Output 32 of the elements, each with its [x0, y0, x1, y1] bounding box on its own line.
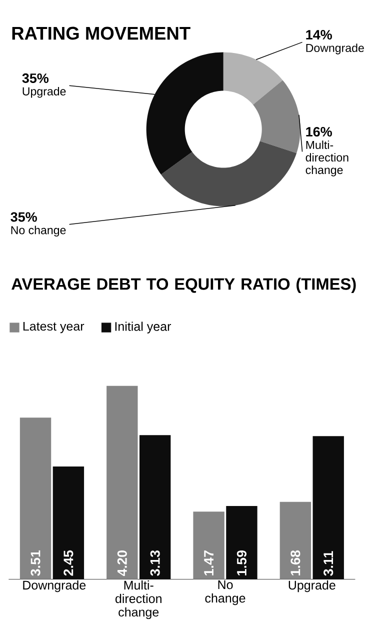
data-label: 4.20 — [117, 550, 127, 576]
data-label: 1.68 — [290, 550, 300, 576]
data-label: 1.47 — [204, 550, 214, 576]
slice-label: Multi-direction change — [306, 140, 348, 176]
slice-label: Upgrade — [22, 86, 66, 98]
bar — [226, 506, 258, 580]
data-label: 3.11 — [323, 551, 334, 576]
bar — [139, 435, 171, 580]
bar — [280, 502, 311, 580]
data-label: 3.13 — [150, 550, 160, 576]
x-tick-label: No change — [205, 580, 246, 606]
legend-label: Latest year — [23, 322, 84, 334]
bar — [312, 436, 344, 580]
bar — [52, 466, 84, 580]
slice-label: Downgrade — [306, 44, 364, 54]
data-label: 1.59 — [236, 550, 246, 576]
data-label: 16% — [306, 126, 332, 137]
chart-title: RATING MOVEMENT — [12, 26, 190, 40]
chart-title: AVERAGE DEBT TO EQUITY RATIO (TIMES) — [11, 278, 356, 294]
x-tick-label: Multi-direction change — [115, 580, 162, 620]
bar — [20, 418, 52, 580]
slice-label: No change — [11, 226, 66, 237]
x-tick-label: Downgrade — [23, 580, 86, 592]
legend-label: Initial year — [115, 322, 171, 334]
data-label: 14% — [306, 30, 332, 40]
data-label: 2.45 — [64, 550, 74, 576]
data-label: 35% — [10, 212, 37, 222]
bar — [106, 386, 138, 580]
bar — [193, 512, 224, 580]
data-label: 3.51 — [30, 550, 40, 576]
data-label: 35% — [22, 73, 48, 83]
x-tick-label: Upgrade — [288, 580, 336, 592]
